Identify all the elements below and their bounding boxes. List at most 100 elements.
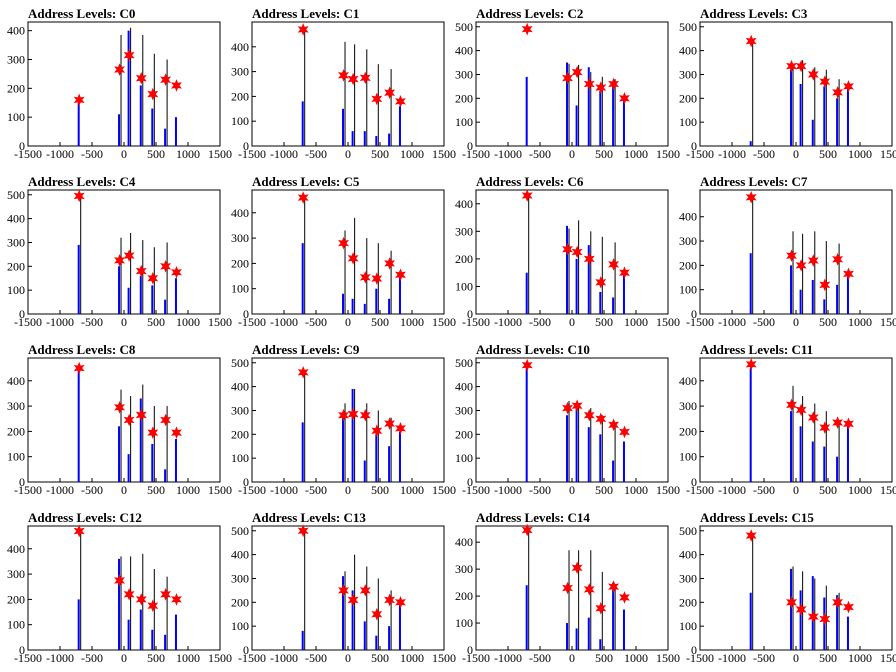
peak-marker — [338, 236, 349, 250]
chart-title: Address Levels: C12 — [28, 510, 142, 525]
y-tick-label: 0 — [691, 307, 697, 321]
peak-marker — [371, 272, 383, 285]
chart-title: Address Levels: C1 — [252, 6, 359, 21]
peak-marker — [123, 249, 135, 262]
x-tick-label: 1500 — [432, 315, 456, 329]
y-tick-label: 400 — [455, 535, 473, 549]
peak-marker — [745, 34, 757, 48]
peak-marker — [338, 408, 349, 422]
y-tick-label: 400 — [455, 380, 473, 394]
y-tick-label: 0 — [467, 307, 473, 321]
x-tick-label: 500 — [371, 651, 389, 665]
y-tick-label: 0 — [467, 643, 473, 657]
peak-marker — [786, 398, 797, 412]
x-tick-label: 1000 — [848, 483, 872, 497]
x-tick-label: 0 — [345, 147, 351, 161]
peak-marker — [73, 361, 85, 375]
x-tick-label: -1500 — [462, 315, 490, 329]
peak-marker — [562, 401, 573, 415]
x-tick-label: -1000 — [46, 147, 74, 161]
chart-panel-c7: Address Levels: C7 0 100 200 300 400 -1500 -100… — [679, 174, 896, 329]
y-tick-label: 500 — [231, 524, 249, 538]
x-tick-label: 0 — [569, 315, 575, 329]
y-tick-label: 200 — [679, 424, 697, 438]
peak-marker — [745, 190, 757, 204]
chart-panel-c13: Address Levels: C13 0 100 200 300 400 500 -1500… — [231, 510, 456, 665]
x-tick-label: 1000 — [848, 315, 872, 329]
peak-marker — [819, 612, 831, 626]
chart-panel-c3: Address Levels: C30100200300400500-1500-… — [679, 6, 896, 161]
chart-title: Address Levels: C11 — [700, 342, 813, 357]
plot-frame — [27, 525, 221, 651]
plot-frame — [27, 21, 221, 147]
peak-marker — [297, 366, 309, 379]
y-tick-label: 200 — [679, 595, 697, 609]
peak-marker — [297, 23, 309, 36]
x-tick-label: -1500 — [14, 147, 42, 161]
x-tick-label: -500 — [529, 651, 551, 665]
x-tick-label: 0 — [121, 147, 127, 161]
peak-marker — [795, 603, 807, 616]
x-tick-label: 0 — [793, 315, 799, 329]
y-tick-label: 0 — [243, 475, 249, 489]
y-tick-label: 300 — [455, 224, 473, 238]
x-tick-label: 1500 — [880, 483, 896, 497]
peak-marker — [123, 48, 135, 62]
x-tick-label: -500 — [305, 483, 327, 497]
peak-marker — [619, 266, 630, 279]
plot-frame — [251, 357, 445, 483]
y-tick-label: 400 — [679, 210, 697, 224]
peak-marker — [619, 425, 630, 439]
peak-marker — [583, 583, 595, 596]
x-tick-label: 1000 — [176, 651, 200, 665]
peak-marker — [123, 588, 135, 601]
y-tick-label: 200 — [455, 427, 473, 441]
peak-marker — [384, 86, 396, 99]
x-tick-label: 1000 — [176, 483, 200, 497]
peak-marker — [807, 254, 819, 267]
x-tick-label: -1500 — [14, 651, 42, 665]
chart-title: Address Levels: C7 — [700, 174, 808, 189]
x-tick-label: 1000 — [624, 483, 648, 497]
peak-marker — [795, 59, 807, 73]
chart-title: Address Levels: C3 — [700, 6, 808, 21]
x-tick-label: 0 — [345, 651, 351, 665]
x-tick-label: 1500 — [880, 651, 896, 665]
y-tick-label: 100 — [231, 282, 249, 296]
x-tick-label: 500 — [147, 483, 165, 497]
peak-marker — [395, 596, 406, 609]
peak-marker — [371, 424, 383, 438]
x-tick-label: -1000 — [718, 651, 746, 665]
peak-marker — [359, 71, 371, 85]
peak-marker — [819, 421, 831, 434]
y-tick-label: 400 — [679, 374, 697, 388]
y-tick-label: 300 — [7, 235, 25, 249]
y-tick-label: 200 — [7, 592, 25, 606]
x-tick-label: 500 — [819, 651, 837, 665]
x-tick-label: -500 — [529, 147, 551, 161]
plot-frame — [699, 357, 893, 483]
y-tick-label: 300 — [231, 571, 249, 585]
x-tick-label: 1500 — [880, 315, 896, 329]
x-tick-label: -1500 — [14, 483, 42, 497]
peak-marker — [583, 408, 595, 422]
peak-marker — [135, 408, 147, 422]
x-tick-label: -1000 — [494, 651, 522, 665]
y-tick-label: 200 — [231, 89, 249, 103]
y-tick-label: 300 — [7, 567, 25, 581]
plot-frame — [27, 357, 221, 483]
chart-panel-c10: Address Levels: C10 0 100 200 300 400 500 -1500… — [455, 342, 680, 497]
peak-marker — [347, 72, 359, 86]
y-tick-label: 400 — [231, 206, 249, 220]
peak-marker — [135, 593, 147, 606]
peak-marker — [819, 278, 831, 292]
y-tick-label: 400 — [231, 548, 249, 562]
x-tick-label: -1500 — [686, 147, 714, 161]
peak-marker — [73, 189, 85, 203]
x-tick-label: -500 — [81, 651, 103, 665]
y-tick-label: 0 — [243, 139, 249, 153]
x-tick-label: -1000 — [46, 651, 74, 665]
x-tick-label: 500 — [819, 483, 837, 497]
peak-marker — [745, 358, 757, 371]
peak-marker — [608, 418, 620, 432]
